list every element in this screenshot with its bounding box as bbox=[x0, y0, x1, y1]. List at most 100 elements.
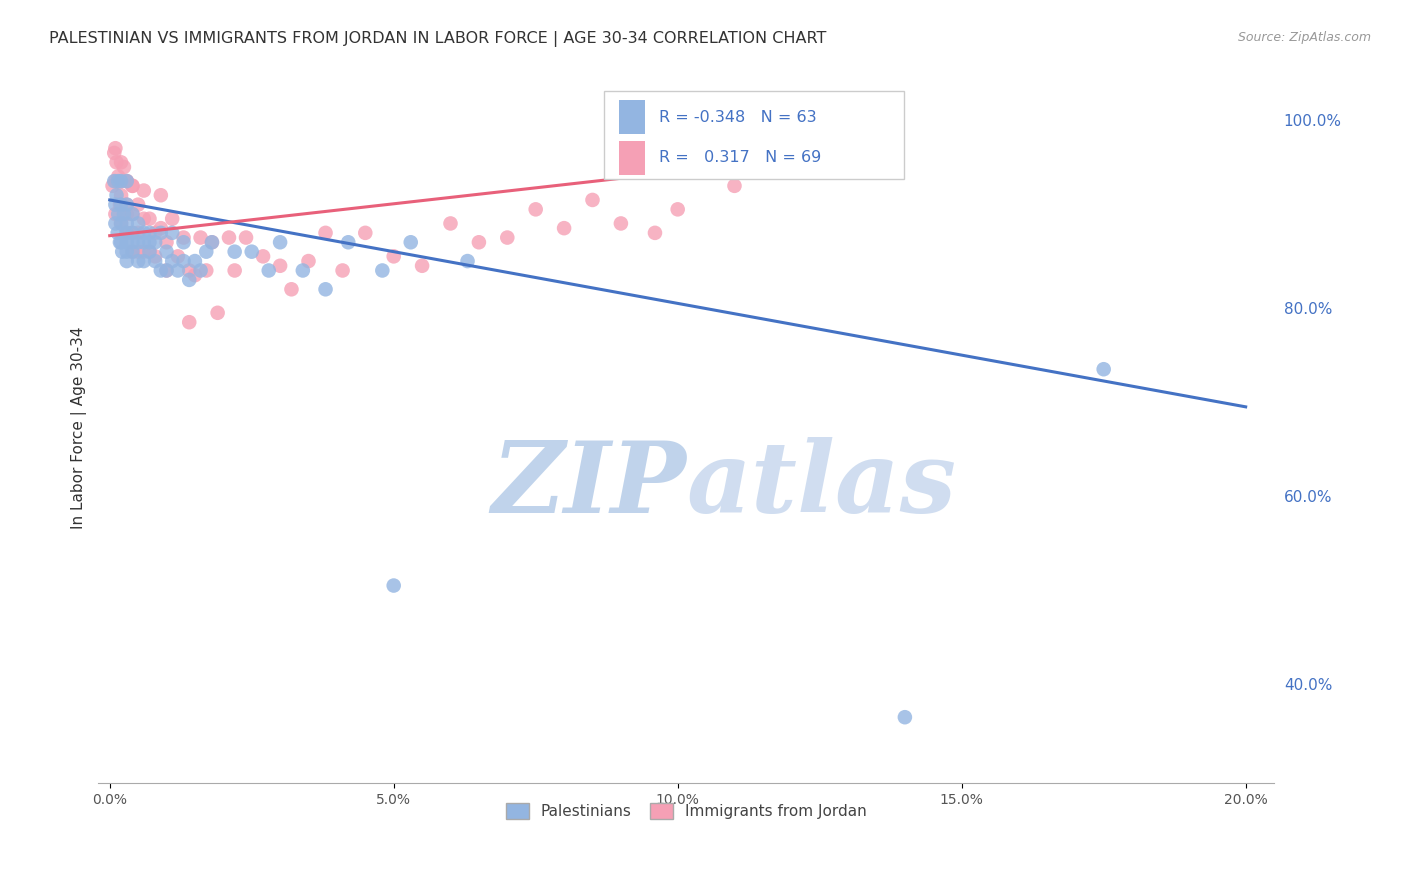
Point bbox=[115, 244, 138, 259]
Point bbox=[190, 230, 212, 244]
Point bbox=[121, 244, 143, 259]
Point bbox=[201, 235, 224, 250]
Point bbox=[439, 217, 461, 231]
Bar bbox=[619, 141, 645, 175]
Point bbox=[149, 188, 172, 202]
Point bbox=[138, 211, 160, 226]
Point bbox=[167, 249, 190, 263]
Point bbox=[894, 710, 917, 724]
Point bbox=[132, 211, 155, 226]
Point bbox=[399, 235, 422, 250]
Point bbox=[195, 244, 218, 259]
Point bbox=[132, 226, 155, 240]
Point bbox=[105, 155, 128, 169]
Point bbox=[103, 145, 125, 160]
Point bbox=[269, 235, 291, 250]
Point bbox=[155, 263, 177, 277]
Point bbox=[581, 193, 603, 207]
Point bbox=[103, 174, 125, 188]
Point bbox=[115, 197, 138, 211]
Point bbox=[143, 254, 166, 268]
Point bbox=[110, 174, 132, 188]
Point bbox=[121, 207, 143, 221]
Point bbox=[138, 226, 160, 240]
Point bbox=[110, 235, 132, 250]
Point bbox=[723, 178, 745, 193]
Point bbox=[354, 226, 377, 240]
Point bbox=[107, 174, 129, 188]
Point bbox=[104, 217, 127, 231]
Point bbox=[127, 235, 149, 250]
Point bbox=[115, 174, 138, 188]
Point bbox=[149, 221, 172, 235]
Point bbox=[104, 197, 127, 211]
Point bbox=[173, 230, 195, 244]
Point bbox=[337, 235, 360, 250]
Point bbox=[468, 235, 491, 250]
Point bbox=[121, 207, 143, 221]
Point bbox=[167, 263, 190, 277]
Point bbox=[104, 174, 127, 188]
Point bbox=[127, 244, 149, 259]
Point bbox=[127, 197, 149, 211]
Point bbox=[257, 263, 280, 277]
Point bbox=[108, 197, 131, 211]
Point bbox=[127, 226, 149, 240]
Point bbox=[371, 263, 394, 277]
Point bbox=[110, 155, 132, 169]
Point bbox=[1092, 362, 1115, 376]
Point bbox=[121, 235, 143, 250]
Y-axis label: In Labor Force | Age 30-34: In Labor Force | Age 30-34 bbox=[72, 326, 87, 529]
Point bbox=[149, 226, 172, 240]
Point bbox=[115, 235, 138, 250]
Point bbox=[496, 230, 519, 244]
Point bbox=[297, 254, 319, 268]
Point bbox=[138, 244, 160, 259]
Text: PALESTINIAN VS IMMIGRANTS FROM JORDAN IN LABOR FORCE | AGE 30-34 CORRELATION CHA: PALESTINIAN VS IMMIGRANTS FROM JORDAN IN… bbox=[49, 31, 827, 47]
Text: Source: ZipAtlas.com: Source: ZipAtlas.com bbox=[1237, 31, 1371, 45]
Point bbox=[457, 254, 479, 268]
Point bbox=[382, 578, 405, 592]
Point bbox=[108, 235, 131, 250]
Point bbox=[115, 254, 138, 268]
Point bbox=[160, 211, 183, 226]
Point bbox=[107, 226, 129, 240]
Point bbox=[411, 259, 433, 273]
Point bbox=[218, 230, 240, 244]
Point bbox=[240, 244, 263, 259]
Bar bbox=[619, 100, 645, 134]
Point bbox=[160, 254, 183, 268]
Point bbox=[184, 268, 207, 283]
Point bbox=[143, 249, 166, 263]
Point bbox=[121, 226, 143, 240]
Text: R = -0.348   N = 63: R = -0.348 N = 63 bbox=[659, 110, 817, 125]
Point bbox=[610, 217, 633, 231]
Point bbox=[179, 315, 201, 329]
Point bbox=[121, 178, 143, 193]
Text: R =   0.317   N = 69: R = 0.317 N = 69 bbox=[659, 151, 821, 166]
Point bbox=[195, 263, 218, 277]
Point bbox=[332, 263, 354, 277]
Point bbox=[115, 226, 138, 240]
Point bbox=[173, 254, 195, 268]
Point bbox=[110, 188, 132, 202]
Point bbox=[553, 221, 575, 235]
Point bbox=[291, 263, 314, 277]
Point bbox=[112, 207, 135, 221]
Legend: Palestinians, Immigrants from Jordan: Palestinians, Immigrants from Jordan bbox=[499, 797, 873, 825]
Point bbox=[127, 254, 149, 268]
Point bbox=[315, 226, 337, 240]
Point bbox=[110, 174, 132, 188]
Point bbox=[138, 244, 160, 259]
Point bbox=[235, 230, 257, 244]
Point bbox=[149, 263, 172, 277]
Point bbox=[666, 202, 689, 217]
Point bbox=[101, 178, 124, 193]
Point bbox=[201, 235, 224, 250]
Point bbox=[132, 254, 155, 268]
Point bbox=[115, 174, 138, 188]
Point bbox=[110, 217, 132, 231]
Point bbox=[132, 244, 155, 259]
Point bbox=[115, 197, 138, 211]
Point bbox=[224, 244, 246, 259]
